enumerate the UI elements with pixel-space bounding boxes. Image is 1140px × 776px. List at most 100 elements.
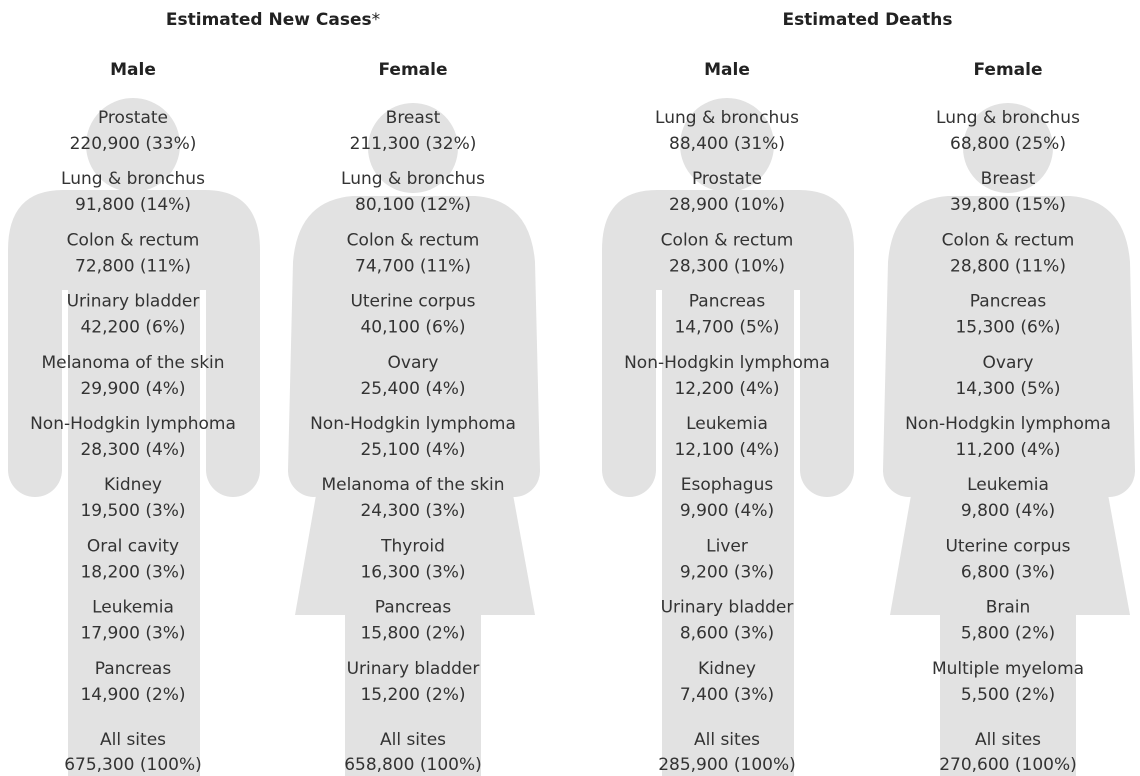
site-value: 12,200 (4%) xyxy=(674,379,779,399)
site-value: 40,100 (6%) xyxy=(360,318,465,338)
panel-title-text: Estimated Deaths xyxy=(782,10,952,30)
female-head xyxy=(963,103,1053,193)
site-value: 24,300 (3%) xyxy=(360,501,465,521)
site-name: Uterine corpus xyxy=(945,536,1070,556)
male-body xyxy=(8,190,260,776)
female-body xyxy=(287,196,541,776)
site-name: Lung & bronchus xyxy=(655,108,799,128)
site-name: Pancreas xyxy=(375,598,452,618)
site-value: 7,400 (3%) xyxy=(680,685,774,705)
site-value: 72,800 (11%) xyxy=(75,256,191,276)
site-name: Leukemia xyxy=(686,414,768,434)
site-name: Oral cavity xyxy=(87,536,179,556)
site-name: Urinary bladder xyxy=(347,659,480,679)
site-value: 220,900 (33%) xyxy=(70,134,197,154)
site-name: Breast xyxy=(386,108,441,128)
site-value: 18,200 (3%) xyxy=(80,562,185,582)
site-value: 28,300 (4%) xyxy=(80,440,185,460)
female-head xyxy=(368,103,458,193)
total-name: All sites xyxy=(100,730,166,750)
site-value: 74,700 (11%) xyxy=(355,256,471,276)
site-value: 28,900 (10%) xyxy=(669,195,785,215)
site-name: Pancreas xyxy=(970,292,1047,312)
site-value: 8,600 (3%) xyxy=(680,624,774,644)
site-name: Multiple myeloma xyxy=(932,659,1084,679)
sex-label: Male xyxy=(704,60,750,80)
site-value: 15,300 (6%) xyxy=(955,318,1060,338)
site-value: 19,500 (3%) xyxy=(80,501,185,521)
site-name: Ovary xyxy=(388,353,439,373)
site-value: 211,300 (32%) xyxy=(350,134,477,154)
site-value: 15,800 (2%) xyxy=(360,624,465,644)
site-name: Urinary bladder xyxy=(661,598,794,618)
site-value: 91,800 (14%) xyxy=(75,195,191,215)
site-value: 17,900 (3%) xyxy=(80,624,185,644)
site-name: Colon & rectum xyxy=(67,230,200,250)
sex-label: Female xyxy=(379,60,448,80)
site-value: 9,900 (4%) xyxy=(680,501,774,521)
site-value: 28,300 (10%) xyxy=(669,256,785,276)
site-name: Prostate xyxy=(98,108,168,128)
site-name: Breast xyxy=(981,169,1036,189)
site-name: Leukemia xyxy=(967,475,1049,495)
sex-label: Female xyxy=(974,60,1043,80)
site-value: 14,700 (5%) xyxy=(674,318,779,338)
site-name: Lung & bronchus xyxy=(341,169,485,189)
site-name: Urinary bladder xyxy=(67,292,200,312)
site-name: Non-Hodgkin lymphoma xyxy=(30,414,236,434)
title-marker: * xyxy=(372,10,381,30)
site-value: 6,800 (3%) xyxy=(961,562,1055,582)
site-value: 14,300 (5%) xyxy=(955,379,1060,399)
site-value: 15,200 (2%) xyxy=(360,685,465,705)
total-name: All sites xyxy=(380,730,446,750)
site-value: 5,800 (2%) xyxy=(961,624,1055,644)
total-name: All sites xyxy=(975,730,1041,750)
total-value: 270,600 (100%) xyxy=(939,755,1077,775)
site-name: Pancreas xyxy=(689,292,766,312)
site-value: 14,900 (2%) xyxy=(80,685,185,705)
site-name: Melanoma of the skin xyxy=(321,475,504,495)
male-head xyxy=(680,98,774,192)
site-name: Esophagus xyxy=(681,475,774,495)
panel-title-text: Estimated New Cases xyxy=(166,10,372,30)
site-name: Non-Hodgkin lymphoma xyxy=(624,353,830,373)
site-value: 39,800 (15%) xyxy=(950,195,1066,215)
site-name: Kidney xyxy=(698,659,756,679)
site-value: 42,200 (6%) xyxy=(80,318,185,338)
site-value: 88,400 (31%) xyxy=(669,134,785,154)
site-name: Thyroid xyxy=(380,536,445,556)
panel-title: Estimated New Cases* xyxy=(166,10,380,30)
site-value: 25,100 (4%) xyxy=(360,440,465,460)
site-name: Melanoma of the skin xyxy=(41,353,224,373)
site-name: Brain xyxy=(986,598,1031,618)
site-name: Uterine corpus xyxy=(350,292,475,312)
total-value: 658,800 (100%) xyxy=(344,755,482,775)
site-value: 9,800 (4%) xyxy=(961,501,1055,521)
site-name: Leukemia xyxy=(92,598,174,618)
site-value: 9,200 (3%) xyxy=(680,562,774,582)
site-name: Non-Hodgkin lymphoma xyxy=(310,414,516,434)
site-name: Prostate xyxy=(692,169,762,189)
total-value: 285,900 (100%) xyxy=(658,755,796,775)
site-name: Kidney xyxy=(104,475,162,495)
site-name: Colon & rectum xyxy=(347,230,480,250)
site-name: Non-Hodgkin lymphoma xyxy=(905,414,1111,434)
site-value: 80,100 (12%) xyxy=(355,195,471,215)
site-value: 16,300 (3%) xyxy=(360,562,465,582)
site-name: Colon & rectum xyxy=(942,230,1075,250)
sex-label: Male xyxy=(110,60,156,80)
site-name: Ovary xyxy=(983,353,1034,373)
site-value: 28,800 (11%) xyxy=(950,256,1066,276)
site-value: 68,800 (25%) xyxy=(950,134,1066,154)
male-head xyxy=(86,98,180,192)
site-name: Lung & bronchus xyxy=(61,169,205,189)
site-value: 11,200 (4%) xyxy=(955,440,1060,460)
total-name: All sites xyxy=(694,730,760,750)
site-value: 25,400 (4%) xyxy=(360,379,465,399)
site-name: Colon & rectum xyxy=(661,230,794,250)
panel-title: Estimated Deaths xyxy=(782,10,952,30)
site-value: 5,500 (2%) xyxy=(961,685,1055,705)
total-value: 675,300 (100%) xyxy=(64,755,202,775)
site-name: Liver xyxy=(706,536,748,556)
